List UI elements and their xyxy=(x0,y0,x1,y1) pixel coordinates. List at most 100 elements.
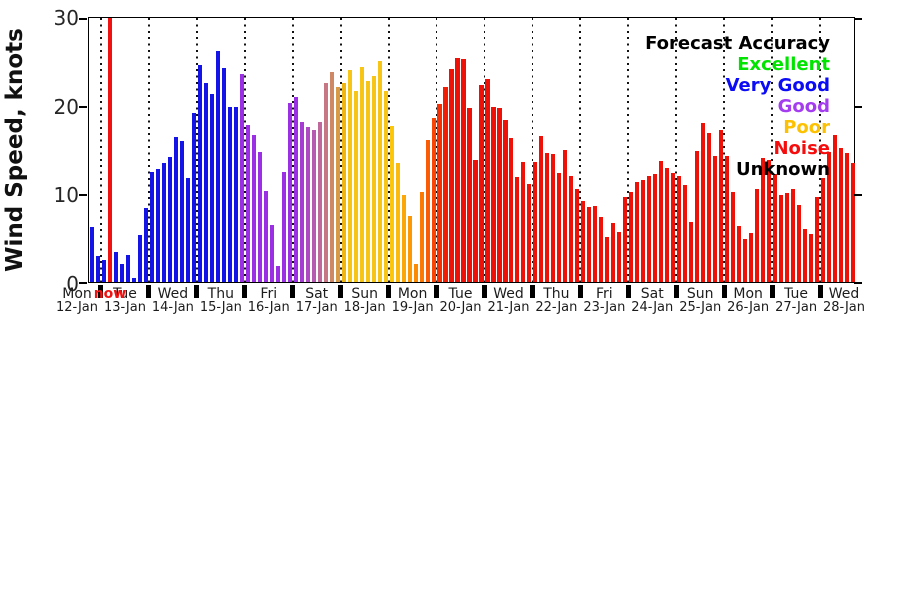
day-date: 16-Jan xyxy=(247,300,290,315)
bar xyxy=(443,86,448,282)
day-name: Tue xyxy=(784,286,809,302)
bar xyxy=(287,102,292,282)
bar xyxy=(185,178,190,282)
bar xyxy=(563,149,568,282)
bar xyxy=(749,233,754,282)
day-boundary-tick xyxy=(194,285,200,298)
bar xyxy=(587,206,592,282)
x-axis-day-label: Tue 13-Jan xyxy=(93,287,157,314)
bar xyxy=(647,175,652,282)
day-boundary-tick xyxy=(386,285,392,298)
bar xyxy=(659,160,664,282)
day-date: 24-Jan xyxy=(631,300,674,315)
day-name: Thu xyxy=(207,286,234,302)
day-boundary-tick xyxy=(242,285,248,298)
bar xyxy=(713,156,718,282)
bar xyxy=(167,156,172,282)
bar xyxy=(389,125,394,282)
day-date: 28-Jan xyxy=(823,300,866,315)
bar xyxy=(359,66,364,282)
bar xyxy=(101,259,107,282)
y-tick-mark xyxy=(79,194,88,197)
bar xyxy=(407,215,412,282)
bar xyxy=(251,134,256,282)
bar xyxy=(281,172,286,282)
bar xyxy=(263,190,268,282)
day-boundary-tick xyxy=(98,285,104,298)
bar xyxy=(377,61,382,282)
x-axis-day-label: Wed 21-Jan xyxy=(476,287,540,314)
bar xyxy=(701,123,706,282)
day-boundary-gridline xyxy=(723,18,726,282)
x-axis-day-label: Thu 22-Jan xyxy=(524,287,588,314)
day-name: Fri xyxy=(260,286,278,302)
bar xyxy=(575,188,580,282)
bar xyxy=(551,154,556,282)
day-name: Tue xyxy=(112,286,137,302)
day-name: Thu xyxy=(543,286,570,302)
bar xyxy=(305,126,310,282)
bar xyxy=(677,175,682,282)
bar xyxy=(581,201,586,282)
bar xyxy=(683,185,688,282)
bar xyxy=(347,70,352,282)
bar xyxy=(611,223,616,282)
bar xyxy=(527,183,532,282)
x-axis-day-label: Sat 17-Jan xyxy=(285,287,349,314)
bar xyxy=(203,83,208,282)
legend-entry-poor: Poor xyxy=(783,117,830,138)
y-tick-mark xyxy=(854,18,863,20)
bar xyxy=(557,172,562,282)
bar xyxy=(509,138,514,282)
plot-area: Wind Speed, knots 0 10 20 30 Mon 12-Jan Tue 13… xyxy=(2,7,865,314)
bar xyxy=(605,236,610,282)
bar xyxy=(395,163,400,282)
day-boundary-tick xyxy=(817,285,823,298)
day-boundary-tick xyxy=(146,285,152,298)
day-date: 17-Jan xyxy=(295,300,338,315)
day-date: 13-Jan xyxy=(103,300,146,315)
bar xyxy=(617,232,622,282)
x-axis-day-label: Fri 16-Jan xyxy=(237,287,301,314)
day-date: 19-Jan xyxy=(391,300,434,315)
bar xyxy=(689,221,694,282)
x-axis-day-label: Fri 23-Jan xyxy=(572,287,636,314)
day-boundary-tick xyxy=(338,285,344,298)
bar xyxy=(743,238,748,282)
bar xyxy=(215,51,220,282)
bar xyxy=(641,180,646,282)
day-name: Wed xyxy=(157,286,189,302)
bar xyxy=(431,117,436,282)
bar xyxy=(773,173,778,282)
y-tick-mark xyxy=(854,105,863,108)
bar xyxy=(797,204,802,282)
bar xyxy=(143,207,148,282)
bar xyxy=(599,217,604,282)
day-boundary-gridline xyxy=(291,18,294,282)
bar xyxy=(785,193,790,282)
bar xyxy=(437,103,442,282)
bar xyxy=(95,256,101,282)
bar xyxy=(737,226,742,282)
bar xyxy=(227,107,232,282)
day-boundary-tick xyxy=(769,285,775,298)
day-name: Wed xyxy=(493,286,524,302)
bar xyxy=(844,153,850,282)
day-boundary-gridline xyxy=(387,18,390,282)
bar xyxy=(317,121,322,282)
day-boundary-gridline xyxy=(339,18,342,282)
bar xyxy=(820,178,826,282)
bar xyxy=(629,191,634,282)
day-boundary-tick xyxy=(529,285,535,298)
bar xyxy=(671,172,676,282)
bar xyxy=(257,151,262,282)
bar xyxy=(221,68,226,282)
bar xyxy=(479,85,484,282)
bar xyxy=(838,148,844,282)
x-axis-day-label: Sat 24-Jan xyxy=(620,287,684,314)
bar xyxy=(485,78,490,282)
bar xyxy=(653,173,658,282)
bar xyxy=(299,121,304,282)
day-boundary-gridline xyxy=(675,18,678,282)
bar xyxy=(533,162,538,282)
